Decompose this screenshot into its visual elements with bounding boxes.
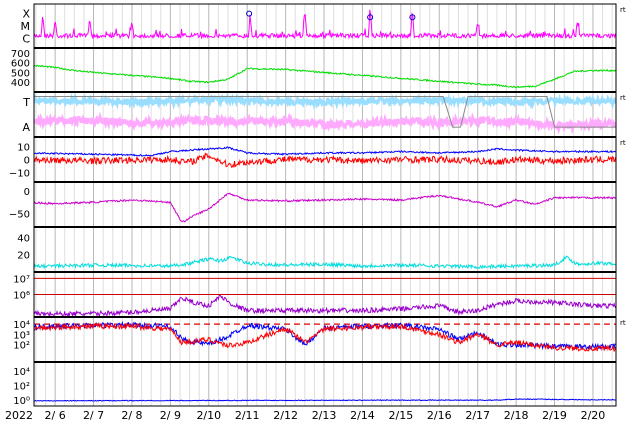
flare-marker <box>367 14 374 21</box>
panel-electron-flux: 10⁷ 10⁶ <box>13 271 617 318</box>
y-tick-label: 10⁷ <box>13 274 30 285</box>
x-tick-label: 2/ 7 <box>83 409 104 422</box>
y-tick-label: 10⁶ <box>13 291 30 302</box>
y-tick-label: 10⁴ <box>13 367 30 378</box>
series-xray-0 <box>34 9 616 40</box>
series-electron-flux-0 <box>34 294 616 317</box>
series-tilt-activity-1 <box>34 111 616 135</box>
y-tick-label: 600 <box>11 59 30 70</box>
flare-marker <box>409 14 416 21</box>
y-tick-label: 700 <box>11 49 30 60</box>
y-tick-label: 400 <box>11 78 30 89</box>
y-tick-label: 10 <box>17 142 30 153</box>
chart-panels: XMCrt700600500400TArt100−10rt0−50402010⁷… <box>9 3 626 407</box>
series-dst-0 <box>34 192 616 223</box>
series-imf-b-0 <box>34 146 616 157</box>
flare-marker <box>246 10 253 17</box>
x-tick-label: 2/18 <box>504 409 529 422</box>
y-tick-label: X <box>22 8 30 21</box>
y-tick-label: 0 <box>24 156 30 167</box>
x-tick-label: 2/ 6 <box>45 409 66 422</box>
x-tick-label: 2/10 <box>196 409 221 422</box>
x-tick-label: 2/14 <box>350 409 375 422</box>
right-axis-marker: rt <box>620 139 626 147</box>
panel-frame <box>33 3 617 49</box>
series-kp-0 <box>34 255 616 270</box>
y-tick-label: 0 <box>24 187 30 198</box>
right-axis-marker: rt <box>620 319 626 327</box>
series-proton-flux-0 <box>34 320 616 351</box>
x-tick-label: 2/ 9 <box>160 409 181 422</box>
series-tilt-activity-0 <box>34 92 616 110</box>
x-tick-label: 2/17 <box>465 409 490 422</box>
year-label: 2022 <box>5 409 33 422</box>
x-tick-label: 2/13 <box>312 409 337 422</box>
panel-dst: 0 −50 <box>9 181 617 228</box>
y-tick-label: A <box>22 121 30 134</box>
right-axis-marker: rt <box>620 6 626 14</box>
y-tick-label: 10³ <box>13 330 30 341</box>
series-imf-b-1 <box>34 152 616 169</box>
series-proton-flux-1 <box>34 321 616 353</box>
x-tick-label: 2/19 <box>542 409 567 422</box>
x-tick-label: 2/15 <box>389 409 414 422</box>
y-tick-label: −10 <box>9 169 30 180</box>
panel-kp: 40 20 <box>17 226 617 273</box>
y-tick-label: 10² <box>13 341 30 352</box>
x-tick-label: 2/16 <box>427 409 452 422</box>
y-tick-label: C <box>22 32 30 45</box>
series-tilt-activity-2 <box>34 96 616 128</box>
series-heavy-ion-0 <box>34 398 616 402</box>
right-axis-marker: rt <box>620 94 626 102</box>
y-tick-label: 40 <box>17 233 30 244</box>
x-tick-labels: 2/ 6 2/ 7 2/ 8 2/ 9 2/10 2/11 2/12 2/13 2/14 2/15… <box>45 409 606 422</box>
y-tick-label: 10⁴ <box>13 320 30 331</box>
y-tick-label: 10² <box>13 381 30 392</box>
y-tick-label: 20 <box>17 251 30 262</box>
x-tick-label: 2/11 <box>235 409 260 422</box>
x-tick-label: 2/ 8 <box>121 409 142 422</box>
x-tick-label: 2/20 <box>581 409 606 422</box>
series-solar-wind-speed-0 <box>34 64 616 89</box>
panel-frame <box>33 91 617 138</box>
y-tick-label: M <box>21 20 31 33</box>
y-tick-label: −50 <box>9 210 30 221</box>
y-tick-label: T <box>22 96 30 109</box>
x-tick-label: 2/12 <box>273 409 298 422</box>
panel-heavy-ion: 10⁴ 10² 10⁰ <box>13 361 617 407</box>
y-tick-label: 500 <box>11 68 30 79</box>
y-tick-label: 10⁰ <box>13 396 30 407</box>
panel-frame <box>33 181 617 228</box>
panel-imf-b: 10 0 −10 rt <box>9 136 626 183</box>
